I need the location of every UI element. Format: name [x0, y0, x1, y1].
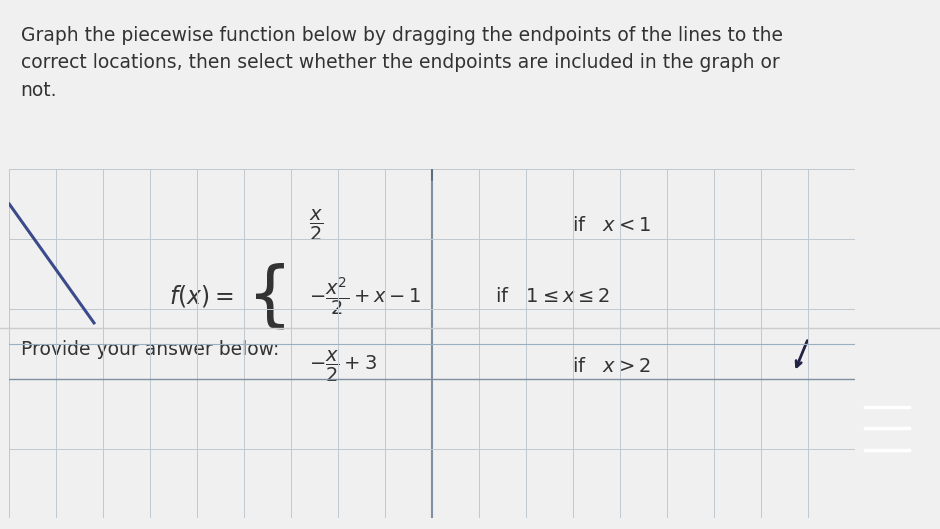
Text: if   $1 \leq x \leq 2$: if $1 \leq x \leq 2$: [495, 287, 610, 306]
Text: $-\dfrac{x}{2}+3$: $-\dfrac{x}{2}+3$: [309, 349, 377, 384]
Text: $\dfrac{x}{2}$: $\dfrac{x}{2}$: [309, 208, 324, 243]
Text: $\{$: $\{$: [246, 261, 285, 331]
Text: if   $x < 1$: if $x < 1$: [572, 216, 650, 235]
Text: Graph the piecewise function below by dragging the endpoints of the lines to the: Graph the piecewise function below by dr…: [21, 26, 783, 100]
Text: $f(x) =$: $f(x) =$: [168, 283, 233, 309]
Text: $-\dfrac{x^2}{2}+x-1$: $-\dfrac{x^2}{2}+x-1$: [309, 275, 422, 317]
Text: Provide your answer below:: Provide your answer below:: [21, 340, 279, 359]
Text: if   $x > 2$: if $x > 2$: [572, 357, 650, 376]
